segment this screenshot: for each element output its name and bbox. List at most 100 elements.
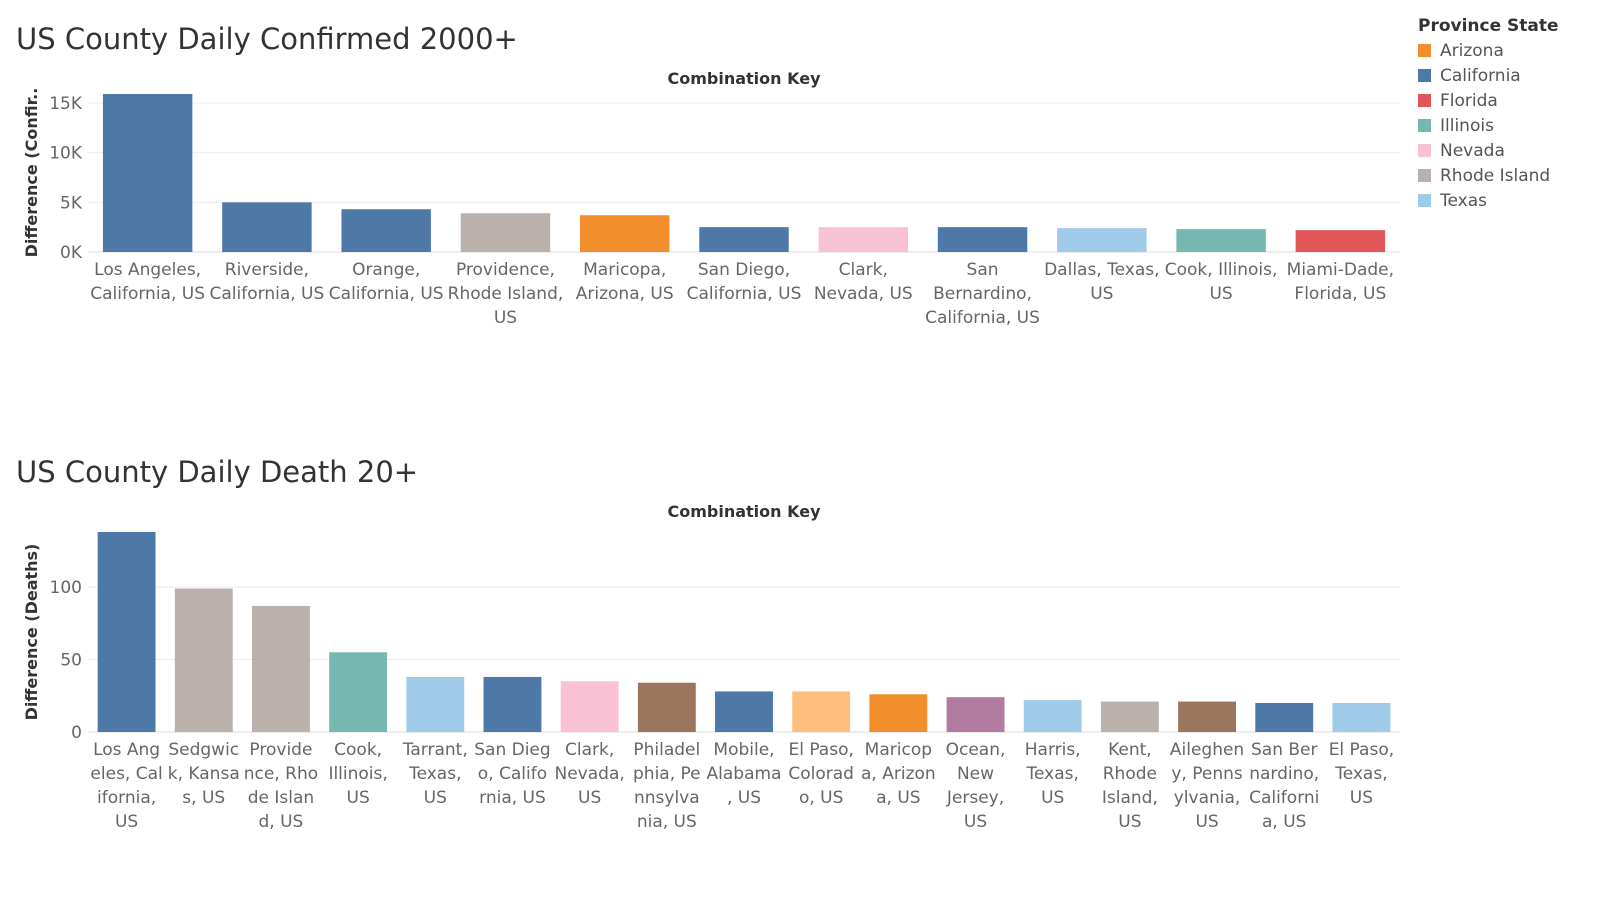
- bar[interactable]: [1057, 228, 1147, 252]
- x-tick-label-line: y, Penns: [1171, 764, 1243, 784]
- y-tick-label: 5K: [60, 193, 83, 213]
- bar[interactable]: [97, 532, 156, 732]
- bar[interactable]: [715, 691, 773, 732]
- bar[interactable]: [1332, 703, 1391, 732]
- x-tick-label-line: rnia, US: [479, 788, 546, 808]
- x-tick-label-line: Illinois,: [328, 764, 387, 784]
- x-tick-label-line: phia, Pe: [633, 764, 701, 784]
- x-tick-label: Los Ang eles, Cal ifornia, US: [90, 740, 162, 832]
- legend-item[interactable]: Texas: [1418, 188, 1598, 213]
- bar[interactable]: [1178, 701, 1236, 732]
- y-tick-label: 50: [60, 651, 82, 671]
- y-tick-label: 0K: [60, 243, 83, 263]
- legend-label: Arizona: [1440, 40, 1504, 61]
- x-tick-label: Dallas, Texas, US: [1044, 260, 1159, 304]
- x-tick-label-line: Philadel: [633, 740, 700, 760]
- legend-label: Florida: [1440, 90, 1498, 111]
- bar[interactable]: [252, 605, 310, 732]
- x-tick-label-line: d, US: [259, 812, 304, 832]
- legend-item[interactable]: Illinois: [1418, 113, 1598, 138]
- bar[interactable]: [329, 652, 388, 732]
- deaths-bar-chart: 0 50 100 Combination Key Difference (Deaths)…: [22, 502, 1400, 832]
- bar[interactable]: [1176, 229, 1266, 252]
- legend-swatch: [1418, 119, 1431, 132]
- x-tick-label-line: Sedgwic: [168, 740, 239, 760]
- x-axis-title: Combination Key: [667, 502, 821, 521]
- bar[interactable]: [1295, 230, 1386, 252]
- legend-label: Rhode Island: [1440, 165, 1551, 186]
- bar[interactable]: [102, 93, 193, 253]
- x-tick-label-line: Jersey,: [946, 788, 1004, 808]
- bar[interactable]: [637, 682, 696, 732]
- x-tick-label-line: o, Califo: [478, 764, 547, 784]
- confirmed-bar-chart: 0K 5K 10K 15K Combination Key Difference (Con…: [22, 69, 1400, 328]
- bar[interactable]: [699, 227, 789, 252]
- y-tick-label: 15K: [49, 94, 83, 114]
- x-tick-label: Cook, Illinois, US: [1165, 260, 1278, 304]
- y-axis-title: Difference (Deaths): [22, 544, 41, 721]
- bar[interactable]: [222, 202, 312, 252]
- x-tick-label: El Paso, Colorad o, US: [788, 740, 854, 808]
- x-tick-label: Orange, California, US: [329, 260, 444, 304]
- x-tick-label-line: US: [1195, 812, 1218, 832]
- bar[interactable]: [1023, 700, 1082, 732]
- x-tick-label: Providence, Rhode Island, US: [448, 260, 564, 328]
- x-tick-label: Ocean, New Jersey, US: [946, 740, 1006, 832]
- x-tick-label-line: nardino,: [1249, 764, 1319, 784]
- chart-title-confirmed: US County Daily Confirmed 2000+: [16, 22, 518, 56]
- bar[interactable]: [483, 676, 542, 732]
- x-tick-label: El Paso, Texas, US: [1329, 740, 1394, 808]
- x-tick-label: Harris, Texas, US: [1025, 740, 1081, 808]
- x-tick-label-line: ifornia,: [97, 788, 156, 808]
- x-tick-label: Cook, Illinois, US: [328, 740, 387, 808]
- x-tick-label: San Bernardino, California, US: [925, 260, 1040, 328]
- legend-item[interactable]: California: [1418, 63, 1598, 88]
- bar[interactable]: [1100, 701, 1159, 732]
- legend-swatch: [1418, 169, 1431, 182]
- x-tick-label-line: Nevada,: [555, 764, 625, 784]
- y-axis-title: Difference (Confir..: [22, 88, 41, 258]
- bar[interactable]: [1255, 703, 1314, 732]
- legend-swatch: [1418, 69, 1431, 82]
- bar[interactable]: [406, 676, 465, 732]
- x-tick-label: Clark, Nevada, US: [814, 260, 913, 304]
- legend-item[interactable]: Florida: [1418, 88, 1598, 113]
- x-tick-label-line: US: [115, 812, 138, 832]
- x-tick-label-line: US: [1209, 284, 1232, 304]
- bar[interactable]: [818, 227, 908, 252]
- bar[interactable]: [937, 227, 1028, 252]
- x-tick-label-line: Bernardino,: [933, 284, 1032, 304]
- bar[interactable]: [560, 681, 619, 732]
- x-tick-label-line: El Paso,: [1329, 740, 1394, 760]
- x-tick-label-line: California, US: [687, 284, 802, 304]
- x-tick-label-line: Texas,: [1334, 764, 1387, 784]
- x-tick-label-line: a, Arizon: [861, 764, 936, 784]
- x-tick-label-line: San Diego,: [698, 260, 790, 280]
- x-tick-label-line: nnsylva: [634, 788, 700, 808]
- legend-item[interactable]: Nevada: [1418, 138, 1598, 163]
- bar[interactable]: [946, 697, 1005, 732]
- x-tick-label: Riverside, California, US: [210, 260, 325, 304]
- x-tick-label-line: k, Kansa: [168, 764, 240, 784]
- legend-title: Province State: [1418, 16, 1559, 36]
- x-tick-label-line: US: [1041, 788, 1064, 808]
- x-tick-label-line: ylvania,: [1174, 788, 1241, 808]
- legend-swatch: [1418, 44, 1431, 57]
- x-tick-label-line: US: [494, 308, 517, 328]
- legend-item[interactable]: Arizona: [1418, 38, 1598, 63]
- x-tick-label: Provide nce, Rho de Islan d, US: [244, 740, 318, 832]
- x-tick-label-line: Colorad: [788, 764, 854, 784]
- x-tick-label-line: California, US: [329, 284, 444, 304]
- bar[interactable]: [174, 588, 233, 732]
- bar[interactable]: [869, 694, 928, 732]
- x-tick-label-line: Ocean,: [946, 740, 1006, 760]
- bar[interactable]: [460, 213, 551, 252]
- bar[interactable]: [580, 215, 670, 252]
- x-tick-label-line: US: [578, 788, 601, 808]
- legend-item[interactable]: Rhode Island: [1418, 163, 1598, 188]
- x-tick-label-line: California, US: [210, 284, 325, 304]
- bar[interactable]: [341, 209, 431, 252]
- bar[interactable]: [792, 691, 851, 732]
- legend-swatch: [1418, 194, 1431, 207]
- x-tick-label: Los Angeles, California, US: [90, 260, 205, 304]
